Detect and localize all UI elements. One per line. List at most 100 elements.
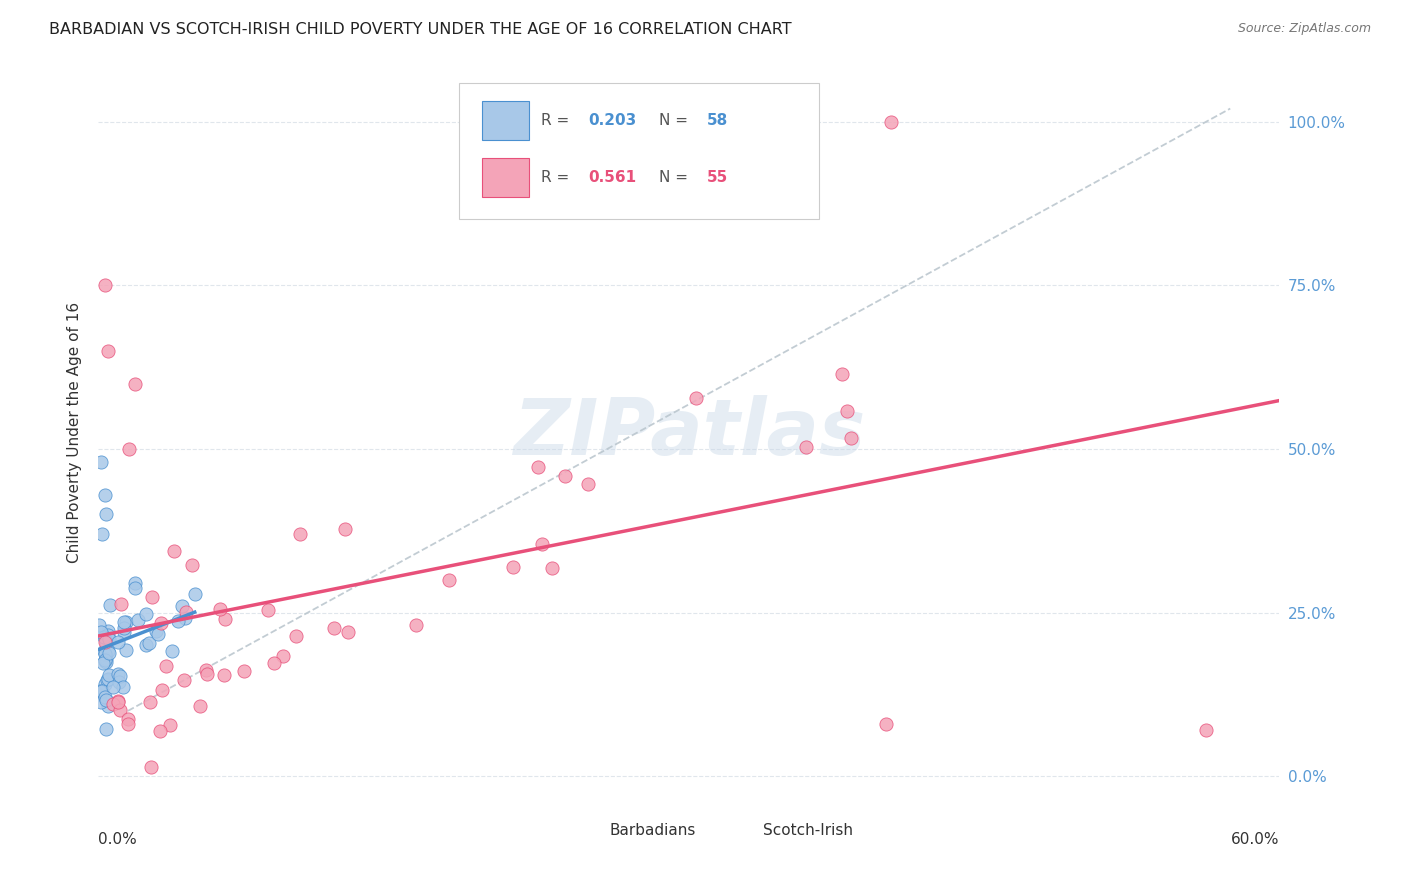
Point [97,673,120,687]
Point [530,536,553,550]
FancyBboxPatch shape [482,101,530,140]
FancyBboxPatch shape [718,818,756,843]
Point [94,652,117,666]
Point [337,625,360,640]
Text: R =: R = [541,169,575,185]
Point [112,615,135,630]
Point [685,392,707,406]
Point [880,114,903,128]
Text: N =: N = [659,169,693,185]
Point [405,618,427,632]
Point [208,602,231,616]
Point [173,673,195,687]
Point [107,695,129,709]
Text: R =: R = [541,112,575,128]
Point [94,488,117,502]
Point [149,724,172,739]
Point [554,469,576,483]
Point [174,611,197,625]
Point [149,615,172,630]
Point [141,590,163,604]
Point [124,575,146,590]
Point [93,631,115,645]
Point [96,673,118,687]
Text: 60.0%: 60.0% [1232,832,1279,847]
Point [94,278,117,293]
FancyBboxPatch shape [565,818,603,843]
Point [135,607,157,622]
Point [118,442,141,456]
Point [115,642,138,657]
Point [112,621,135,635]
Point [94,635,117,649]
Point [152,683,174,698]
Point [94,508,117,522]
Text: 0.561: 0.561 [589,169,637,185]
Point [288,527,311,541]
Point [576,477,599,491]
Point [796,440,818,454]
Point [835,403,858,417]
Point [97,628,120,642]
Point [107,635,129,649]
Point [98,599,121,613]
Point [138,636,160,650]
Point [271,648,294,663]
Point [502,560,524,574]
Point [527,459,550,474]
Point [124,376,146,391]
Point [124,581,146,595]
Point [107,694,129,708]
Point [94,655,117,669]
Point [323,621,346,635]
Point [94,690,117,705]
Text: ZIPatlas: ZIPatlas [513,394,865,471]
Point [93,644,115,658]
Point [94,634,117,648]
Point [93,677,115,691]
Point [101,681,124,695]
Point [167,614,190,628]
Point [90,625,112,640]
Point [107,675,129,690]
Point [212,668,235,682]
Point [139,759,162,773]
Point [107,666,129,681]
Point [94,653,117,667]
Point [174,605,197,619]
Point [257,603,280,617]
Point [97,624,120,638]
Point [97,667,120,681]
Point [91,527,114,541]
Point [108,703,131,717]
Point [91,684,114,698]
Point [97,632,120,646]
Point [181,558,204,572]
Point [97,643,120,657]
Point [94,654,117,668]
Text: Barbadians: Barbadians [610,823,696,838]
Point [195,663,218,677]
Point [97,698,120,713]
FancyBboxPatch shape [458,83,818,219]
Point [117,712,139,726]
Point [170,599,193,614]
FancyBboxPatch shape [482,158,530,197]
Point [263,656,285,670]
Point [1194,723,1216,738]
Point [90,695,112,709]
Point [111,680,134,694]
Point [127,613,149,627]
Point [232,664,254,678]
Point [135,638,157,652]
Point [839,431,862,445]
Point [875,717,897,731]
Point [188,698,211,713]
Point [115,615,138,629]
Point [155,659,177,673]
Point [91,657,114,671]
Point [145,624,167,638]
Point [101,697,124,711]
Point [97,343,120,358]
Text: 0.0%: 0.0% [98,832,138,847]
